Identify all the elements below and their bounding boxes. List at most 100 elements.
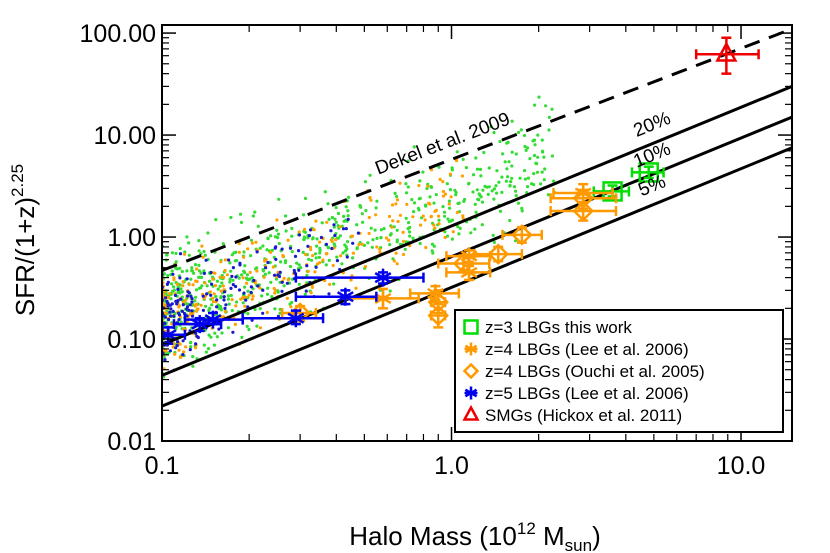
scatter-point [201,255,205,259]
scatter-point [199,271,203,275]
scatter-point [464,166,468,170]
scatter-point [256,284,260,288]
scatter-point [238,212,243,216]
scatter-point [503,160,507,164]
scatter-point [265,292,270,296]
scatter-point [193,263,198,267]
scatter-point [211,296,215,300]
scatter-point [195,267,199,271]
scatter-point [187,241,191,245]
scatter-point [277,274,282,279]
scatter-point [205,284,209,288]
scatter-point [401,230,405,234]
scatter-point [471,173,476,177]
data-point [487,243,509,265]
scatter-point [306,236,310,240]
scatter-point [461,157,465,161]
scatter-point [423,218,427,222]
scatter-point [275,218,279,222]
scatter-point [335,259,339,263]
x-axis-title-suffix: ) [592,521,601,551]
scatter-point [329,229,333,233]
y-tick-label: 10.00 [93,122,156,150]
scatter-point [443,235,447,240]
scatter-point [394,202,398,206]
scatter-point [200,244,204,248]
scatter-point [168,349,172,353]
scatter-point [447,202,451,206]
scatter-point [187,282,191,287]
scatter-point [490,189,494,193]
scatter-point [172,276,176,280]
scatter-point [450,237,454,241]
scatter-point [226,294,230,298]
scatter-point [168,310,172,314]
scatter-point [217,327,221,331]
scatter-point [523,177,528,181]
scatter-point [443,192,448,196]
scatter-point [283,261,287,265]
scatter-point [382,227,386,231]
scatter-point [393,191,397,195]
legend-label: z=4 LBGs (Lee et al. 2006) [485,340,689,359]
scatter-point [368,173,372,177]
scatter-point [332,282,336,286]
scatter-point [209,270,213,275]
scatter-point [427,201,431,205]
scatter-point [504,179,508,183]
scatter-point [507,160,511,164]
scatter-point [226,326,230,330]
scatter-point [288,264,292,269]
x-axis-title-sup: 12 [517,519,536,538]
scatter-point [448,172,452,176]
scatter-point [369,226,373,230]
scatter-point [266,236,270,240]
scatter-point [286,278,290,282]
scatter-point [254,240,258,244]
scatter-point [303,230,307,234]
data-point [286,309,305,328]
scatter-point [344,227,348,231]
scatter-point [344,205,348,209]
scatter-point [163,315,168,319]
scatter-point [518,176,522,180]
scatter-point [477,198,481,202]
scatter-point [434,208,438,212]
scatter-point [176,340,180,344]
scatter-point [247,327,251,332]
scatter-point [351,256,355,260]
scatter-point [297,282,301,286]
scatter-point [273,291,277,295]
scatter-point [172,285,176,289]
scatter-point [367,215,371,220]
scatter-point [227,258,231,262]
scatter-point [167,317,171,322]
scatter-point [305,264,309,268]
legend-label: z=5 LBGs (Lee et al. 2006) [485,384,689,403]
scatter-point [327,258,331,262]
scatter-point [170,322,174,326]
scatter-point [461,216,465,220]
data-point [572,187,594,210]
scatter-point [252,278,256,283]
scatter-point [438,177,442,181]
scatter-point [270,295,274,299]
scatter-point [327,217,331,221]
scatter-point [249,238,254,242]
scatter-point [316,262,320,266]
y-axis-title: SFR/(1+z)2.25 [8,164,40,316]
data-point [203,310,222,329]
scatter-point [449,195,453,199]
scatter-point [273,246,277,250]
scatter-point [221,242,225,246]
scatter-point [219,260,223,264]
scatter-point [341,251,345,255]
scatter-point [213,284,218,288]
scatter-point [301,250,305,254]
scatter-point [411,236,415,240]
scatter-point [311,237,315,241]
scatter-point [229,286,233,290]
scatter-point [390,225,394,229]
scatter-point [532,138,537,142]
scatter-point [533,143,537,147]
